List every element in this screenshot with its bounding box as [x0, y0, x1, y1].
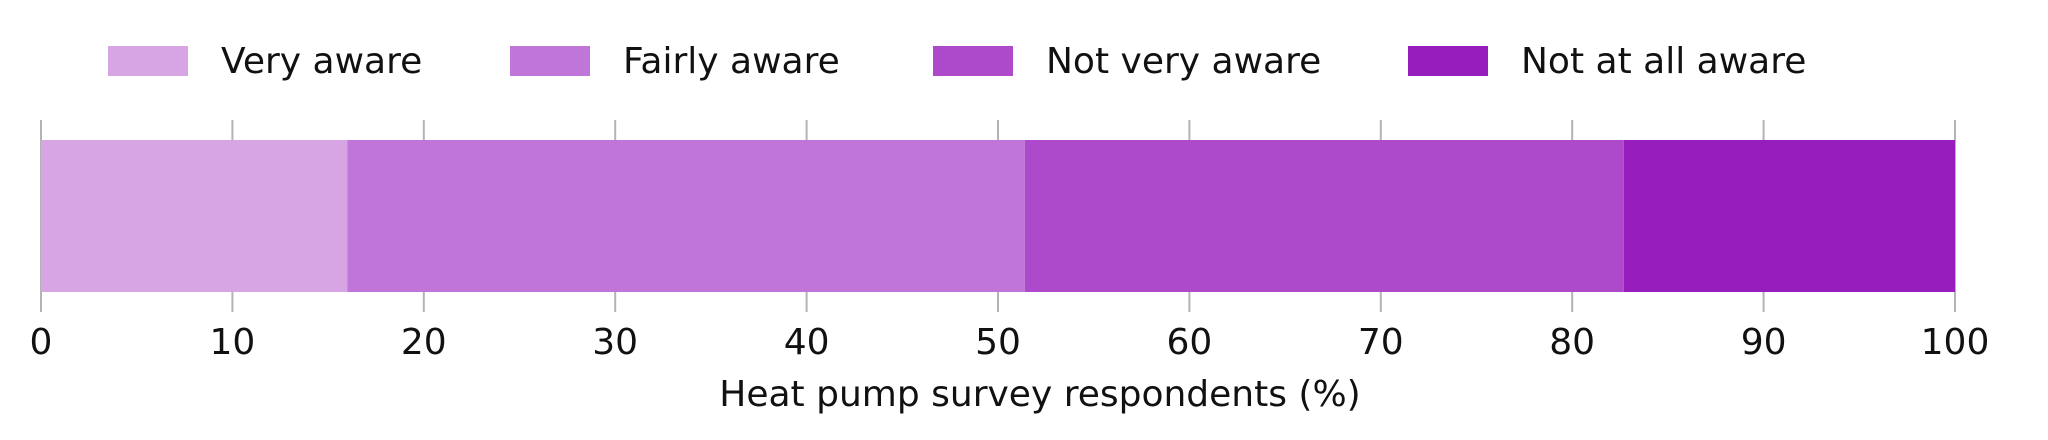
legend-item-not-at-all-aware: Not at all aware [1408, 41, 1806, 82]
legend-swatch [933, 46, 1013, 76]
legend-item-fairly-aware: Fairly aware [510, 41, 840, 82]
x-tick-label: 20 [401, 322, 447, 363]
x-tick-label: 60 [1166, 322, 1212, 363]
x-tick-label: 10 [209, 322, 255, 363]
x-tick-label: 80 [1549, 322, 1595, 363]
x-tick-label: 0 [30, 322, 53, 363]
x-tick-label: 100 [1921, 322, 1990, 363]
legend-swatch [510, 46, 590, 76]
legend-label: Not at all aware [1521, 41, 1806, 82]
legend-item-not-very-aware: Not very aware [933, 41, 1321, 82]
x-axis-label: Heat pump survey respondents (%) [719, 374, 1360, 415]
bar-segment-not-very-aware [1024, 140, 1624, 292]
bar-segment-fairly-aware [347, 140, 1025, 292]
bar-segments [41, 140, 1955, 292]
legend-label: Very aware [221, 41, 422, 82]
x-tick-label: 40 [784, 322, 830, 363]
bar-segment-not-at-all-aware [1623, 140, 1955, 292]
x-tick-label: 90 [1741, 322, 1787, 363]
legend: Very aware Fairly aware Not very aware Not … [108, 41, 1806, 82]
x-tick-label: 30 [592, 322, 638, 363]
legend-swatch [1408, 46, 1488, 76]
bar-segment-very-aware [41, 140, 348, 292]
legend-swatch [108, 46, 188, 76]
x-tick-label: 70 [1358, 322, 1404, 363]
legend-item-very-aware: Very aware [108, 41, 422, 82]
legend-label: Not very aware [1046, 41, 1321, 82]
legend-label: Fairly aware [623, 41, 840, 82]
x-tick-label: 50 [975, 322, 1021, 363]
